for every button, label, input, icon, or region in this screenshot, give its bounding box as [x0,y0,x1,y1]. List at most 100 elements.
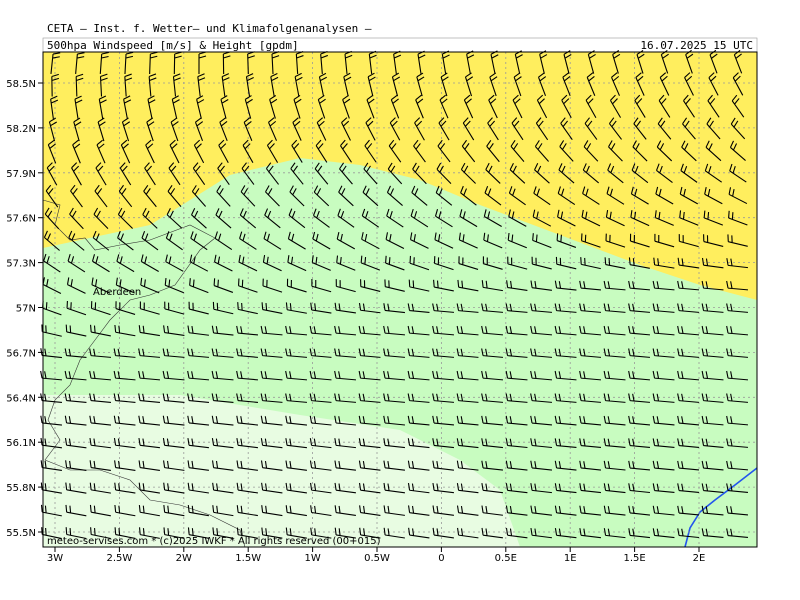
wind-barb [383,438,406,449]
wind-barb [434,209,453,228]
wind-barb [114,504,136,517]
wind-barb [48,117,58,142]
wind-barb [463,94,474,119]
wind-barb [456,325,479,336]
wind-barb [560,117,573,140]
wind-barb [701,438,724,448]
wind-barb [138,527,160,539]
wind-barb [71,162,82,186]
wind-barb [138,393,161,403]
wind-barb [143,184,157,208]
wind-barb [609,94,622,118]
wind-barb [236,393,259,403]
wind-barb [611,72,620,96]
wind-barb [385,232,405,250]
wind-barb [162,438,185,449]
wind-barb [50,95,59,119]
wind-barb [72,139,81,164]
wind-barb [162,370,185,381]
wind-barb [187,438,209,449]
wind-barb [412,162,427,185]
wind-barb [732,72,744,96]
wind-barb [93,207,109,230]
wind-barb [236,348,259,358]
wind-barb [677,460,700,471]
wind-barb [288,208,306,229]
wind-barb [604,257,626,269]
wind-barb [701,370,724,381]
wind-barb [41,324,62,337]
wind-barb [652,325,675,336]
wind-barb [124,73,133,97]
wind-barb [438,117,450,141]
wind-barb [579,325,602,336]
wind-barb [240,185,256,207]
y-tick-label: 56.1N [6,438,36,449]
wind-barb [490,50,499,74]
wind-barb [315,139,328,163]
wind-barb [508,186,526,206]
wind-barb [534,163,550,184]
wind-barb [731,94,745,118]
wind-barb [628,393,651,403]
wind-barb [481,325,504,336]
wind-barb [318,72,327,97]
wind-barb [147,95,156,119]
wind-barb [383,527,405,539]
wind-barb [138,348,161,358]
wind-barb [285,325,308,336]
wind-barb [701,280,724,291]
wind-barb [89,348,112,358]
wind-barb [334,325,357,336]
wind-barb [489,72,498,97]
wind-barb [211,438,234,449]
wind-barb [44,207,60,230]
wind-barb [652,528,675,539]
wind-barb [507,256,528,270]
wind-barb [481,460,503,471]
x-tick-label: 1E [564,553,577,564]
wind-barb [190,231,208,251]
wind-barb [123,95,132,119]
wind-barb [214,254,233,272]
wind-barb [289,185,305,207]
wind-barb [260,325,283,336]
wind-barb [89,482,111,494]
footer-credit: meteo-servises.com * (c)2025 IWKF * All … [47,536,381,547]
wind-barb [51,73,60,97]
wind-barb [138,482,160,494]
wind-barb [90,527,111,540]
wind-barb [537,72,547,97]
wind-barb [212,505,234,517]
wind-barb [191,208,207,229]
wind-barb [414,117,425,141]
wind-barb [432,325,455,336]
header-product: 500hpa Windspeed [m/s] & Height [gpdm] [47,39,299,52]
wind-barb [171,95,180,119]
wind-barb [481,393,504,403]
wind-barb [677,348,700,358]
wind-barb [677,438,700,448]
wind-barb [505,303,528,313]
wind-barb [64,437,87,449]
wind-barb [114,482,136,494]
wind-barb [41,527,62,540]
wind-barb [40,415,63,426]
header-institute: CETA – Inst. f. Wetter– und Klimafolgena… [47,22,372,35]
wind-barb [603,348,626,358]
wind-barb [314,162,329,185]
wind-barb [726,483,749,493]
wind-barb [73,117,82,142]
wind-barb [365,117,376,141]
x-tick-label: 2W [176,553,192,564]
wind-barb [221,73,230,97]
wind-barb [461,139,476,163]
wind-barb [654,210,674,226]
wind-barb [66,277,86,294]
wind-barb [505,393,528,403]
x-tick-label: 2.5W [107,553,133,564]
wind-barb [140,277,160,294]
wind-barb [187,482,209,494]
wind-barb [334,505,356,516]
wind-barb [89,460,111,471]
